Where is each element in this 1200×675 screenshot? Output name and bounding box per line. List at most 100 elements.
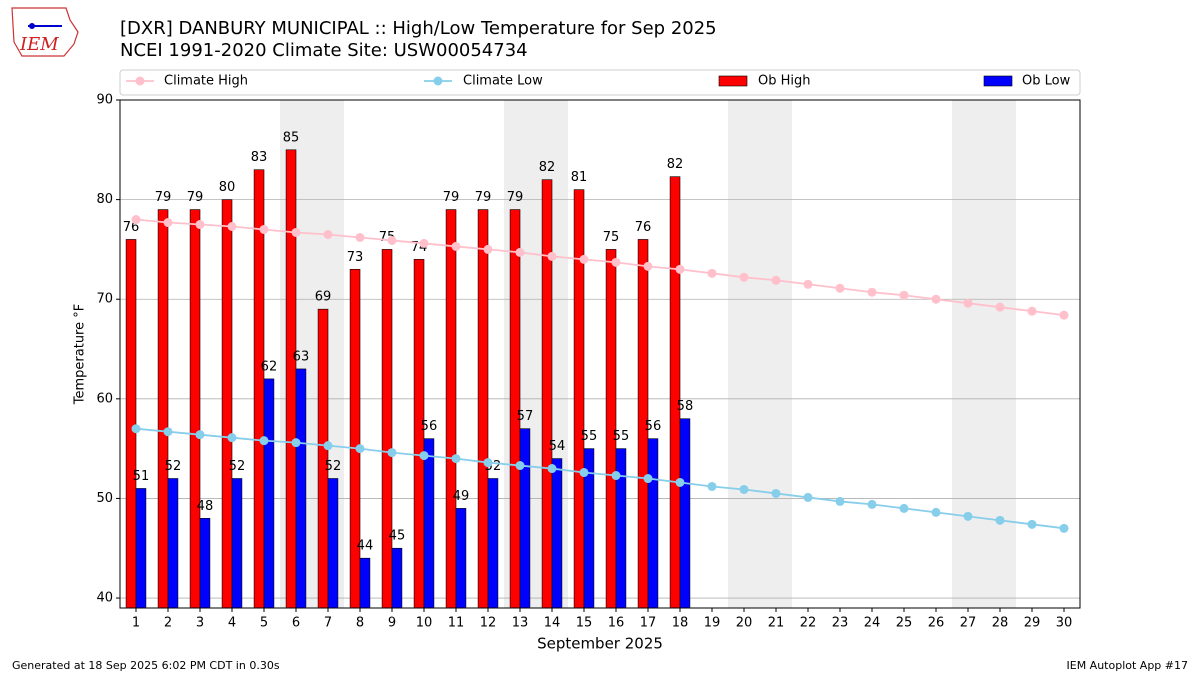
bar: [455, 508, 467, 609]
chart-title: [DXR] DANBURY MUNICIPAL :: High/Low Temp…: [120, 18, 717, 39]
x-tick-label: 25: [896, 616, 913, 631]
x-tick-label: 26: [928, 616, 945, 631]
data-label: 82: [539, 160, 556, 175]
x-tick-label: 19: [704, 616, 721, 631]
point: [163, 427, 173, 437]
bar: [189, 209, 201, 609]
data-label: 79: [475, 190, 492, 205]
x-tick-label: 16: [608, 616, 625, 631]
footer-left: Generated at 18 Sep 2025 6:02 PM CDT in …: [12, 659, 280, 672]
point: [643, 261, 653, 271]
point: [995, 515, 1005, 525]
line: [135, 427, 1065, 530]
x-tick-label: 2: [164, 616, 172, 631]
data-label: 52: [325, 459, 342, 474]
point: [579, 254, 589, 264]
point: [995, 302, 1005, 312]
point: [195, 220, 205, 230]
data-label: 76: [635, 220, 652, 235]
point: [483, 244, 493, 254]
bar: [295, 368, 307, 609]
x-tick-label: 17: [640, 616, 657, 631]
data-label: 75: [603, 230, 620, 245]
point: [387, 235, 397, 245]
x-tick-label: 29: [1024, 616, 1041, 631]
point: [931, 507, 941, 517]
x-tick-label: 9: [388, 616, 396, 631]
point: [419, 451, 429, 461]
point: [131, 215, 141, 225]
bar: [477, 209, 489, 609]
point: [963, 511, 973, 521]
bar: [199, 518, 211, 609]
point: [931, 294, 941, 304]
weekend-shade: [952, 100, 1016, 608]
point: [1059, 523, 1069, 533]
point: [867, 499, 877, 509]
data-label: 52: [165, 459, 182, 474]
bar: [285, 149, 297, 609]
x-tick-label: 18: [672, 616, 689, 631]
bar: [221, 199, 233, 609]
x-tick-label: 11: [448, 616, 465, 631]
data-label: 81: [571, 170, 588, 185]
bar: [135, 488, 147, 609]
point: [515, 247, 525, 257]
bar: [391, 547, 403, 609]
data-label: 73: [347, 250, 364, 265]
bar: [125, 239, 137, 609]
x-tick-label: 12: [480, 616, 497, 631]
x-tick-label: 4: [228, 616, 236, 631]
x-tick-label: 5: [260, 616, 268, 631]
data-label: 85: [283, 130, 300, 145]
bar: [647, 438, 659, 609]
bar: [359, 557, 371, 609]
point: [259, 224, 269, 234]
y-tick-label: 50: [96, 491, 113, 506]
point: [195, 430, 205, 440]
point: [547, 251, 557, 261]
bar: [327, 478, 339, 609]
bar: [381, 249, 393, 609]
bar: [573, 189, 585, 609]
point: [835, 283, 845, 293]
point: [803, 492, 813, 502]
legend-label: Climate High: [164, 74, 248, 89]
x-tick-label: 24: [864, 616, 881, 631]
data-label: 56: [645, 419, 662, 434]
x-tick-label: 6: [292, 616, 300, 631]
data-label: 82: [667, 157, 684, 172]
data-label: 79: [155, 190, 172, 205]
point: [291, 227, 301, 237]
legend-label: Ob High: [758, 74, 811, 89]
data-label: 62: [261, 359, 278, 374]
plot-frame: [119, 99, 1081, 609]
point: [419, 238, 429, 248]
point: [867, 287, 877, 297]
x-tick-label: 10: [416, 616, 433, 631]
x-tick-label: 22: [800, 616, 817, 631]
point: [899, 290, 909, 300]
bar: [541, 179, 553, 609]
point: [611, 257, 621, 267]
data-label: 55: [613, 429, 630, 444]
bar: [157, 209, 169, 609]
bar: [349, 269, 361, 609]
point: [675, 477, 685, 487]
point: [547, 464, 557, 474]
point: [355, 444, 365, 454]
point: [643, 474, 653, 484]
legend-swatch: [983, 75, 1013, 87]
bar: [487, 478, 499, 609]
x-tick-label: 28: [992, 616, 1009, 631]
x-tick-label: 3: [196, 616, 204, 631]
point: [835, 496, 845, 506]
x-tick-label: 21: [768, 616, 785, 631]
data-label: 63: [293, 349, 310, 364]
point: [739, 484, 749, 494]
x-tick-label: 27: [960, 616, 977, 631]
chart-subtitle: NCEI 1991-2020 Climate Site: USW00054734: [120, 40, 528, 61]
line: [135, 218, 1065, 317]
x-tick-label: 30: [1056, 616, 1073, 631]
point: [259, 436, 269, 446]
